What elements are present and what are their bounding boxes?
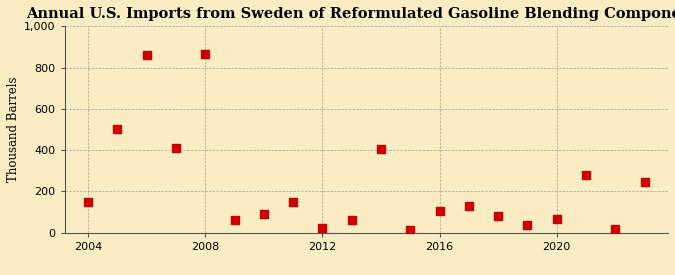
Point: [317, 226, 328, 231]
Point: [405, 228, 416, 233]
Point: [200, 52, 211, 56]
Point: [259, 212, 269, 216]
Point: [375, 147, 386, 151]
Point: [551, 217, 562, 221]
Point: [229, 218, 240, 222]
Title: Annual U.S. Imports from Sweden of Reformulated Gasoline Blending Components: Annual U.S. Imports from Sweden of Refor…: [26, 7, 675, 21]
Point: [434, 209, 445, 213]
Point: [171, 146, 182, 150]
Y-axis label: Thousand Barrels: Thousand Barrels: [7, 77, 20, 182]
Point: [639, 180, 650, 184]
Point: [464, 204, 475, 208]
Point: [580, 173, 591, 177]
Point: [288, 199, 298, 204]
Point: [82, 199, 93, 204]
Point: [493, 214, 504, 218]
Point: [112, 127, 123, 132]
Point: [610, 227, 621, 232]
Point: [346, 218, 357, 222]
Point: [522, 223, 533, 227]
Point: [141, 53, 152, 57]
